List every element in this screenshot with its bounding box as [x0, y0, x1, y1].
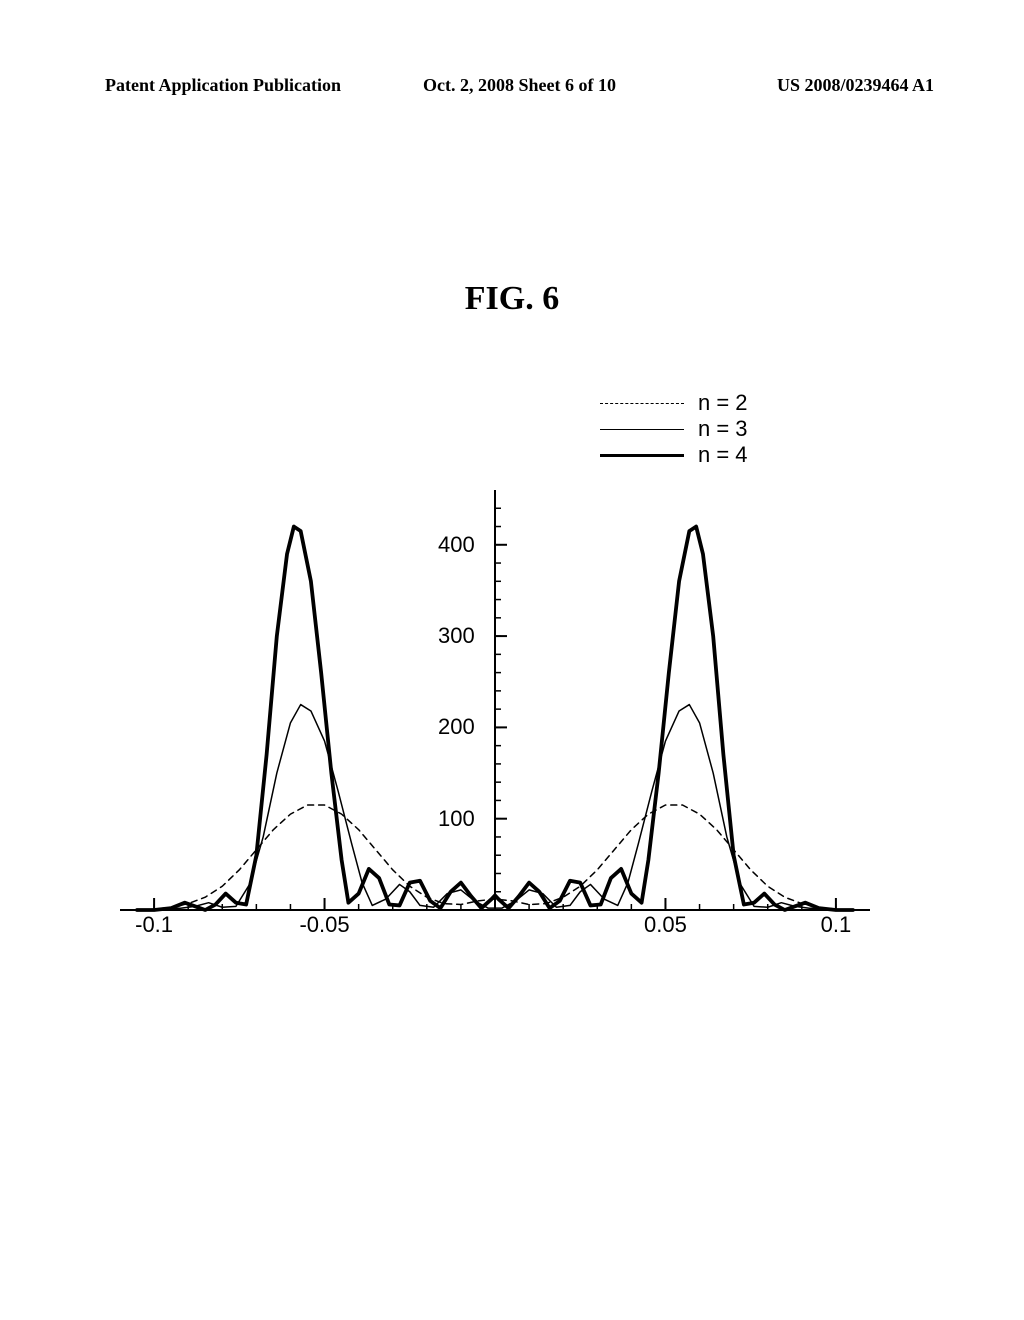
x-tick-label: -0.05 — [299, 912, 349, 938]
legend-line-n4 — [600, 454, 684, 457]
legend-label-n2: n = 2 — [698, 390, 748, 416]
legend-item-n2: n = 2 — [600, 390, 748, 416]
chart: -0.1-0.050.050.1 100200300400 — [120, 490, 870, 910]
header-pub-number: US 2008/0239464 A1 — [658, 75, 934, 96]
legend-line-n2 — [600, 403, 684, 404]
chart-svg — [120, 490, 870, 910]
legend-label-n4: n = 4 — [698, 442, 748, 468]
y-tick-label: 300 — [438, 623, 475, 649]
y-tick-label: 400 — [438, 532, 475, 558]
page-header: Patent Application Publication Oct. 2, 2… — [0, 75, 1024, 96]
x-tick-label: 0.05 — [644, 912, 687, 938]
y-tick-label: 200 — [438, 714, 475, 740]
legend-label-n3: n = 3 — [698, 416, 748, 442]
legend-line-n3 — [600, 429, 684, 430]
x-tick-label: 0.1 — [821, 912, 852, 938]
legend-item-n4: n = 4 — [600, 442, 748, 468]
y-tick-label: 100 — [438, 806, 475, 832]
header-date-sheet: Oct. 2, 2008 Sheet 6 of 10 — [381, 75, 657, 96]
x-tick-label: -0.1 — [135, 912, 173, 938]
figure-title: FIG. 6 — [0, 280, 1024, 318]
chart-legend: n = 2 n = 3 n = 4 — [600, 390, 748, 468]
header-publication: Patent Application Publication — [105, 75, 381, 96]
legend-item-n3: n = 3 — [600, 416, 748, 442]
